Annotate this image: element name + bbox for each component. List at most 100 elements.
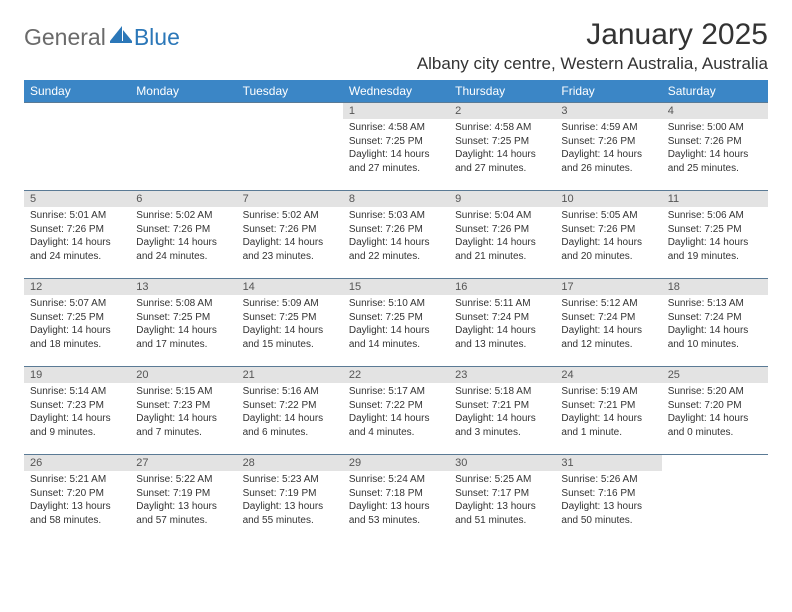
- calendar-week-row: 5Sunrise: 5:01 AMSunset: 7:26 PMDaylight…: [24, 191, 768, 279]
- day-info-line: Sunrise: 4:59 AM: [561, 121, 655, 135]
- calendar-day-cell: [662, 455, 768, 543]
- calendar-day-cell: [237, 103, 343, 191]
- day-info: Sunrise: 5:26 AMSunset: 7:16 PMDaylight:…: [555, 471, 661, 531]
- day-info: Sunrise: 5:15 AMSunset: 7:23 PMDaylight:…: [130, 383, 236, 443]
- day-info-line: and 21 minutes.: [455, 250, 549, 264]
- day-info-line: Sunset: 7:20 PM: [668, 399, 762, 413]
- day-info: Sunrise: 5:06 AMSunset: 7:25 PMDaylight:…: [662, 207, 768, 267]
- day-info: Sunrise: 5:13 AMSunset: 7:24 PMDaylight:…: [662, 295, 768, 355]
- day-info-line: and 10 minutes.: [668, 338, 762, 352]
- day-info-line: Sunset: 7:22 PM: [243, 399, 337, 413]
- day-info-line: Daylight: 14 hours: [668, 412, 762, 426]
- day-info-line: Sunset: 7:21 PM: [561, 399, 655, 413]
- day-info-line: and 51 minutes.: [455, 514, 549, 528]
- day-info-line: Sunrise: 5:02 AM: [243, 209, 337, 223]
- day-info-line: Sunset: 7:18 PM: [349, 487, 443, 501]
- day-info: Sunrise: 5:11 AMSunset: 7:24 PMDaylight:…: [449, 295, 555, 355]
- day-info: [662, 459, 768, 465]
- day-info-line: Sunset: 7:26 PM: [243, 223, 337, 237]
- calendar-week-row: 1Sunrise: 4:58 AMSunset: 7:25 PMDaylight…: [24, 103, 768, 191]
- day-info: Sunrise: 5:14 AMSunset: 7:23 PMDaylight:…: [24, 383, 130, 443]
- calendar-day-cell: 26Sunrise: 5:21 AMSunset: 7:20 PMDayligh…: [24, 455, 130, 543]
- calendar-day-cell: 27Sunrise: 5:22 AMSunset: 7:19 PMDayligh…: [130, 455, 236, 543]
- day-info-line: Sunset: 7:23 PM: [30, 399, 124, 413]
- day-info: Sunrise: 5:01 AMSunset: 7:26 PMDaylight:…: [24, 207, 130, 267]
- day-number: 7: [237, 191, 343, 207]
- day-info-line: and 58 minutes.: [30, 514, 124, 528]
- calendar-day-cell: 17Sunrise: 5:12 AMSunset: 7:24 PMDayligh…: [555, 279, 661, 367]
- day-number: 12: [24, 279, 130, 295]
- logo-sail-icon: [110, 26, 132, 49]
- calendar-day-cell: 13Sunrise: 5:08 AMSunset: 7:25 PMDayligh…: [130, 279, 236, 367]
- day-info-line: Daylight: 14 hours: [30, 236, 124, 250]
- day-info-line: and 13 minutes.: [455, 338, 549, 352]
- calendar-day-cell: 21Sunrise: 5:16 AMSunset: 7:22 PMDayligh…: [237, 367, 343, 455]
- day-number: 3: [555, 103, 661, 119]
- calendar-day-cell: 3Sunrise: 4:59 AMSunset: 7:26 PMDaylight…: [555, 103, 661, 191]
- day-info-line: Sunset: 7:26 PM: [136, 223, 230, 237]
- day-info-line: Daylight: 14 hours: [136, 324, 230, 338]
- day-info: Sunrise: 5:05 AMSunset: 7:26 PMDaylight:…: [555, 207, 661, 267]
- day-info-line: Daylight: 14 hours: [561, 148, 655, 162]
- day-number: 8: [343, 191, 449, 207]
- title-block: January 2025 Albany city centre, Western…: [417, 18, 768, 74]
- day-info-line: Sunset: 7:19 PM: [136, 487, 230, 501]
- calendar-day-cell: 14Sunrise: 5:09 AMSunset: 7:25 PMDayligh…: [237, 279, 343, 367]
- day-info: Sunrise: 5:10 AMSunset: 7:25 PMDaylight:…: [343, 295, 449, 355]
- day-info-line: and 1 minute.: [561, 426, 655, 440]
- day-info-line: and 7 minutes.: [136, 426, 230, 440]
- day-info-line: Sunrise: 5:09 AM: [243, 297, 337, 311]
- day-info-line: Daylight: 14 hours: [349, 412, 443, 426]
- day-info-line: Sunset: 7:22 PM: [349, 399, 443, 413]
- day-info-line: Sunrise: 5:07 AM: [30, 297, 124, 311]
- calendar-week-row: 12Sunrise: 5:07 AMSunset: 7:25 PMDayligh…: [24, 279, 768, 367]
- day-info-line: Daylight: 14 hours: [668, 148, 762, 162]
- day-info-line: and 3 minutes.: [455, 426, 549, 440]
- day-info-line: and 19 minutes.: [668, 250, 762, 264]
- day-info-line: Daylight: 13 hours: [243, 500, 337, 514]
- day-info: [24, 107, 130, 113]
- day-info: Sunrise: 5:21 AMSunset: 7:20 PMDaylight:…: [24, 471, 130, 531]
- calendar-day-cell: 25Sunrise: 5:20 AMSunset: 7:20 PMDayligh…: [662, 367, 768, 455]
- day-info-line: Sunrise: 5:02 AM: [136, 209, 230, 223]
- calendar-day-cell: 1Sunrise: 4:58 AMSunset: 7:25 PMDaylight…: [343, 103, 449, 191]
- calendar-day-cell: 18Sunrise: 5:13 AMSunset: 7:24 PMDayligh…: [662, 279, 768, 367]
- day-info: Sunrise: 5:19 AMSunset: 7:21 PMDaylight:…: [555, 383, 661, 443]
- day-info: Sunrise: 5:02 AMSunset: 7:26 PMDaylight:…: [130, 207, 236, 267]
- day-info: Sunrise: 5:08 AMSunset: 7:25 PMDaylight:…: [130, 295, 236, 355]
- day-info-line: Sunrise: 5:08 AM: [136, 297, 230, 311]
- day-info-line: and 53 minutes.: [349, 514, 443, 528]
- day-info: Sunrise: 4:58 AMSunset: 7:25 PMDaylight:…: [449, 119, 555, 179]
- calendar-day-cell: 7Sunrise: 5:02 AMSunset: 7:26 PMDaylight…: [237, 191, 343, 279]
- day-info-line: and 57 minutes.: [136, 514, 230, 528]
- day-info-line: Daylight: 14 hours: [243, 324, 337, 338]
- day-number: 24: [555, 367, 661, 383]
- day-info-line: Sunset: 7:25 PM: [136, 311, 230, 325]
- day-info-line: and 18 minutes.: [30, 338, 124, 352]
- day-number: 31: [555, 455, 661, 471]
- day-info-line: Sunrise: 5:18 AM: [455, 385, 549, 399]
- day-number: 6: [130, 191, 236, 207]
- weekday-header: Tuesday: [237, 80, 343, 103]
- calendar-body: 1Sunrise: 4:58 AMSunset: 7:25 PMDaylight…: [24, 103, 768, 543]
- day-number: 19: [24, 367, 130, 383]
- day-info-line: Sunset: 7:26 PM: [349, 223, 443, 237]
- calendar-day-cell: 29Sunrise: 5:24 AMSunset: 7:18 PMDayligh…: [343, 455, 449, 543]
- day-info-line: Daylight: 14 hours: [349, 148, 443, 162]
- day-info: Sunrise: 4:59 AMSunset: 7:26 PMDaylight:…: [555, 119, 661, 179]
- day-info-line: and 6 minutes.: [243, 426, 337, 440]
- day-info-line: Daylight: 14 hours: [455, 412, 549, 426]
- weekday-header: Thursday: [449, 80, 555, 103]
- day-info-line: Daylight: 14 hours: [136, 412, 230, 426]
- day-info-line: and 17 minutes.: [136, 338, 230, 352]
- logo-text-gray: General: [24, 24, 106, 51]
- day-number: 27: [130, 455, 236, 471]
- logo-text-blue: Blue: [134, 24, 180, 51]
- day-info-line: and 24 minutes.: [136, 250, 230, 264]
- day-number: 30: [449, 455, 555, 471]
- day-number: 4: [662, 103, 768, 119]
- calendar-day-cell: 5Sunrise: 5:01 AMSunset: 7:26 PMDaylight…: [24, 191, 130, 279]
- day-info: Sunrise: 5:16 AMSunset: 7:22 PMDaylight:…: [237, 383, 343, 443]
- calendar-day-cell: [24, 103, 130, 191]
- day-info-line: Sunrise: 5:15 AM: [136, 385, 230, 399]
